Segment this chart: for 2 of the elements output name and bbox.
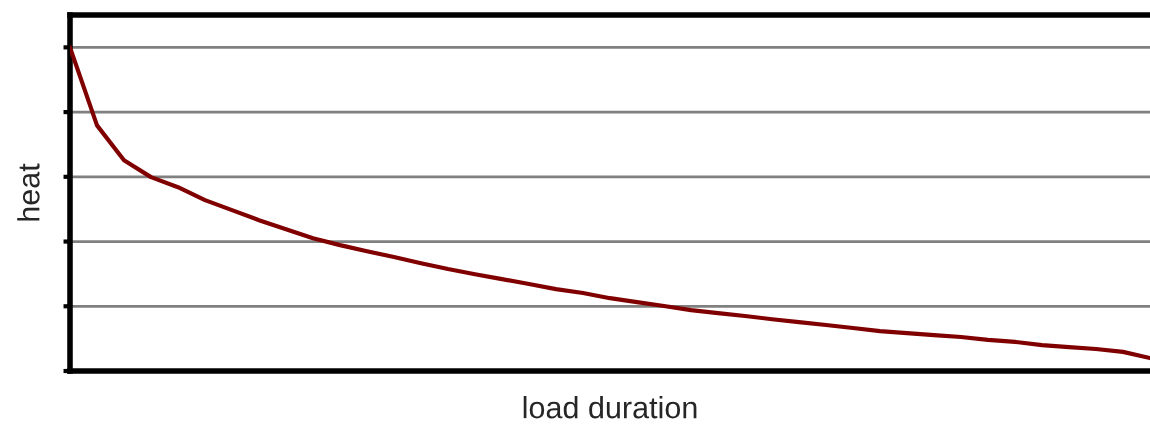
- x-axis-title: load duration: [523, 396, 697, 419]
- y-axis-title: heat: [17, 163, 40, 221]
